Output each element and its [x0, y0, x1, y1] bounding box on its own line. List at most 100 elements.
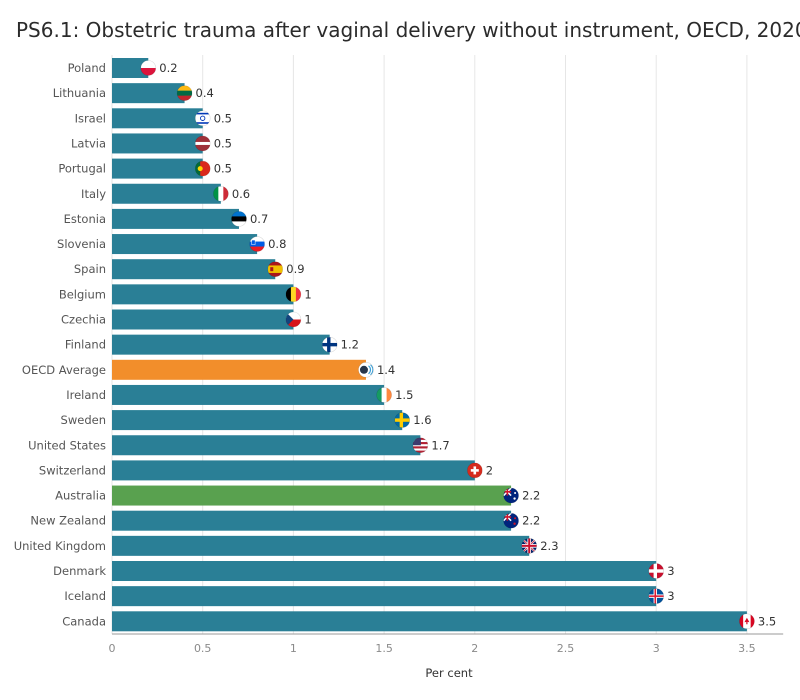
data-label: 3 — [667, 564, 674, 578]
data-label: 0.7 — [250, 212, 268, 226]
flag-canada-icon — [739, 613, 755, 629]
bar[interactable] — [112, 460, 475, 481]
category-label: United States — [28, 438, 106, 452]
category-label: Czechia — [61, 313, 106, 327]
x-tick-label: 2.5 — [557, 642, 575, 655]
flag-portugal-icon — [195, 161, 211, 177]
x-tick-label: 1.5 — [375, 642, 393, 655]
x-tick-label: 3 — [653, 642, 660, 655]
data-label: 1.7 — [431, 438, 449, 452]
bar[interactable] — [112, 586, 657, 607]
category-label: Iceland — [64, 589, 106, 603]
data-label: 0.8 — [268, 237, 286, 251]
category-label: Australia — [55, 489, 106, 503]
x-tick-label: 1 — [290, 642, 297, 655]
category-label: Switzerland — [39, 463, 106, 477]
data-label: 0.9 — [286, 262, 304, 276]
bar[interactable] — [112, 259, 276, 280]
bar[interactable] — [112, 334, 330, 355]
bar[interactable] — [112, 108, 203, 129]
flag-czechia-icon — [285, 312, 301, 327]
category-label: Finland — [65, 338, 106, 352]
data-label: 1.5 — [395, 388, 413, 402]
category-label: Latvia — [71, 136, 106, 150]
flag-united-states-icon — [412, 437, 428, 453]
bar[interactable] — [112, 510, 512, 531]
category-label: United Kingdom — [14, 539, 106, 553]
data-label: 0.6 — [232, 187, 250, 201]
bar[interactable] — [112, 58, 149, 78]
category-label: Belgium — [59, 287, 106, 301]
flag-latvia-icon — [195, 135, 211, 151]
category-label: Spain — [74, 262, 106, 276]
chart-title: PS6.1: Obstetric trauma after vaginal de… — [16, 18, 800, 42]
data-label: 1 — [304, 287, 311, 301]
data-label: 3 — [667, 589, 674, 603]
data-label: 0.5 — [214, 162, 232, 176]
flag-denmark-icon — [648, 563, 664, 579]
data-label: 2.3 — [540, 539, 558, 553]
data-label: 1 — [304, 313, 311, 327]
bar[interactable] — [112, 435, 421, 456]
flag-spain-icon — [267, 261, 283, 277]
bar[interactable] — [112, 183, 221, 204]
bar[interactable] — [112, 208, 239, 229]
category-label: Israel — [75, 111, 106, 125]
flag-united-kingdom-icon — [521, 538, 537, 554]
category-label: OECD Average — [22, 363, 106, 377]
flag-estonia-icon — [231, 211, 247, 227]
data-label: 0.4 — [196, 86, 214, 100]
category-label: Estonia — [64, 212, 106, 226]
x-tick-label: 3.5 — [738, 642, 756, 655]
x-tick-label: 0 — [109, 642, 116, 655]
bar[interactable] — [112, 485, 512, 506]
flag-poland-icon — [140, 60, 156, 76]
bar[interactable] — [112, 284, 294, 305]
bar[interactable] — [112, 611, 747, 632]
data-label: 2.2 — [522, 514, 540, 528]
flag-australia-icon — [503, 488, 519, 504]
category-label: Canada — [62, 614, 106, 628]
bar[interactable] — [112, 561, 657, 581]
category-label: Poland — [68, 61, 106, 75]
flag-slovenia-icon — [249, 236, 265, 252]
flag-iceland-icon — [648, 588, 664, 604]
data-label: 1.6 — [413, 413, 431, 427]
bar[interactable] — [112, 359, 366, 380]
x-tick-label: 2 — [471, 642, 478, 655]
bar[interactable] — [112, 410, 403, 431]
category-label: Portugal — [58, 162, 106, 176]
data-label: 0.5 — [214, 111, 232, 125]
data-label: 0.2 — [159, 61, 177, 75]
category-label: Sweden — [61, 413, 106, 427]
category-label: Italy — [81, 187, 106, 201]
bar[interactable] — [112, 384, 385, 405]
data-label: 0.5 — [214, 136, 232, 150]
category-label: New Zealand — [30, 514, 106, 528]
data-label: 2 — [486, 463, 493, 477]
flag-switzerland-icon — [467, 462, 483, 478]
bar[interactable] — [112, 234, 258, 255]
bar[interactable] — [112, 535, 530, 556]
flag-italy-icon — [213, 186, 229, 202]
bar[interactable] — [112, 83, 185, 104]
category-label: Lithuania — [53, 86, 106, 100]
flag-israel-icon — [195, 110, 211, 126]
category-label: Denmark — [53, 564, 106, 578]
category-label: Slovenia — [57, 237, 106, 251]
data-label: 1.4 — [377, 363, 395, 377]
data-label: 3.5 — [758, 614, 776, 628]
bar[interactable] — [112, 309, 294, 330]
bar[interactable] — [112, 158, 203, 179]
category-label: Ireland — [66, 388, 106, 402]
flag-lithuania-icon — [177, 85, 193, 101]
data-label: 2.2 — [522, 489, 540, 503]
bar[interactable] — [112, 133, 203, 154]
oecd-logo-icon — [358, 362, 374, 378]
flag-belgium-icon — [285, 286, 301, 302]
x-tick-label: 0.5 — [194, 642, 212, 655]
data-label: 1.2 — [341, 338, 359, 352]
flag-new-zealand-icon — [503, 513, 519, 529]
flag-sweden-icon — [394, 412, 410, 428]
